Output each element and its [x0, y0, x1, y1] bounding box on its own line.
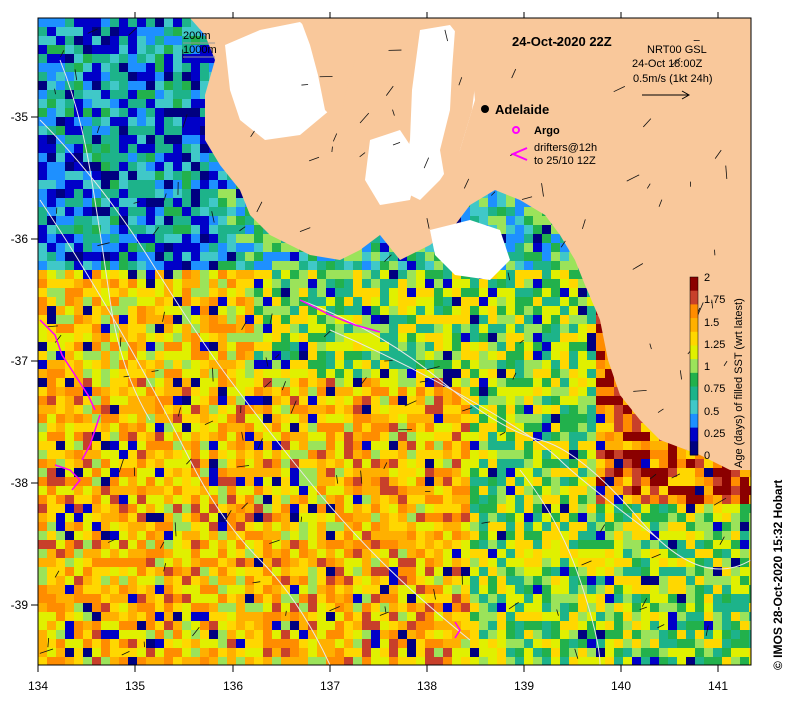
cbar-tick: 0.25	[704, 428, 725, 440]
isobath-1000-label: 1000m	[183, 44, 217, 56]
vector-header-1: NRT00 GSL	[647, 44, 707, 56]
colorbar-bands	[690, 277, 698, 456]
lon-label: 140	[611, 679, 631, 693]
drifters-line-1: drifters@12h	[534, 142, 597, 154]
latitude-labels: -35 -36 -37 -38 -39	[11, 110, 29, 612]
cbar-tick: 1.5	[704, 317, 719, 329]
lat-label: -36	[11, 232, 29, 246]
lon-label: 134	[28, 679, 48, 693]
cbar-tick: 1.25	[704, 339, 725, 351]
lon-label: 141	[708, 679, 728, 693]
lat-label: -39	[11, 598, 29, 612]
lon-label: 135	[125, 679, 145, 693]
argo-label: Argo	[534, 125, 560, 137]
cbar-tick: 0.5	[704, 406, 719, 418]
vector-header-2: 24-Oct 18:00Z	[632, 58, 703, 70]
isobath-200-label: 200m	[183, 30, 211, 42]
longitude-labels: 134 135 136 137 138 139 140 141	[28, 679, 728, 693]
cbar-tick: 2	[704, 272, 710, 284]
imos-credit: © IMOS 28-Oct-2020 15:32 Hobart	[771, 480, 785, 670]
drifters-line-2: to 25/10 12Z	[534, 155, 596, 167]
cbar-tick: 1	[704, 361, 710, 373]
lat-label: -37	[11, 354, 29, 368]
colorbar-title: Age (days) of filled SST (wrt latest)	[733, 298, 745, 468]
city-dot-icon	[481, 105, 489, 113]
lon-label: 139	[514, 679, 534, 693]
lat-label: -35	[11, 110, 29, 124]
lon-label: 137	[320, 679, 340, 693]
cbar-tick: 1.75	[704, 294, 725, 306]
cbar-tick: 0.75	[704, 383, 725, 395]
city-label: Adelaide	[495, 102, 549, 117]
lon-label: 138	[417, 679, 437, 693]
lat-label: -38	[11, 476, 29, 490]
date-title: 24-Oct-2020 22Z	[512, 34, 612, 49]
vector-scale-label: 0.5m/s (1kt 24h)	[633, 73, 712, 85]
lon-label: 136	[223, 679, 243, 693]
cbar-tick: 0	[704, 450, 710, 462]
